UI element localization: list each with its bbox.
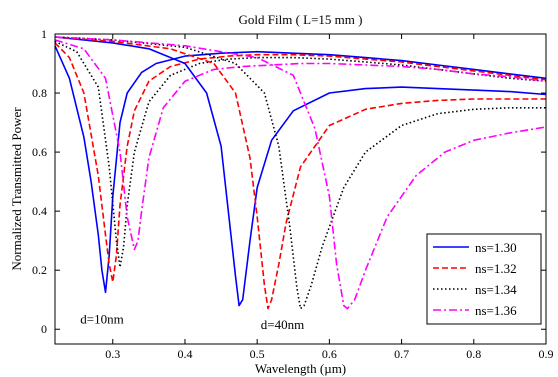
- x-tick-label: 0.8: [466, 347, 481, 361]
- legend-label: ns=1.32: [475, 261, 517, 276]
- legend-label: ns=1.34: [475, 282, 517, 297]
- y-tick-label: 1: [41, 27, 47, 41]
- series-line-3: [54, 39, 547, 251]
- legend: ns=1.30 ns=1.32 ns=1.34 ns=1.36: [426, 233, 542, 325]
- y-tick-label: 0.2: [32, 263, 47, 277]
- series-line-0: [54, 45, 547, 294]
- axes-layer: 0.3 0.4 0.5 0.6 0.7 0.8 0.9 0 0.2 0.4 0.6 0.8 1: [32, 27, 554, 361]
- legend-label: ns=1.36: [475, 303, 517, 318]
- chart-title: Gold Film ( L=15 mm ): [239, 12, 363, 27]
- x-tick-label: 0.5: [250, 347, 265, 361]
- y-tick-label: 0.6: [32, 145, 47, 159]
- y-axis-label: Normalized Transmitted Power: [9, 107, 24, 271]
- series-layer: [54, 36, 547, 310]
- legend-box: [426, 233, 542, 325]
- series-line-6: [54, 36, 546, 310]
- annotation-label: d=40nm: [261, 317, 304, 332]
- series-line-1: [54, 42, 547, 283]
- plot-frame: [54, 33, 547, 345]
- x-axis-label: Wavelength (µm): [255, 361, 346, 376]
- series-line-5: [54, 36, 546, 310]
- series-line-4: [54, 36, 547, 307]
- annotation-label: d=10nm: [80, 311, 123, 326]
- x-tick-label: 0.6: [322, 347, 337, 361]
- x-tick-label: 0.7: [394, 347, 409, 361]
- annotation-layer: d=10nm d=40nm: [80, 311, 304, 332]
- legend-label: ns=1.30: [475, 240, 517, 255]
- series-line-2: [54, 40, 547, 269]
- y-tick-label: 0: [41, 322, 47, 336]
- y-tick-label: 0.4: [32, 204, 47, 218]
- x-tick-label: 0.9: [539, 347, 554, 361]
- series-line-7: [54, 36, 547, 310]
- x-tick-label: 0.4: [177, 347, 192, 361]
- x-tick-label: 0.3: [105, 347, 120, 361]
- y-tick-label: 0.8: [32, 86, 47, 100]
